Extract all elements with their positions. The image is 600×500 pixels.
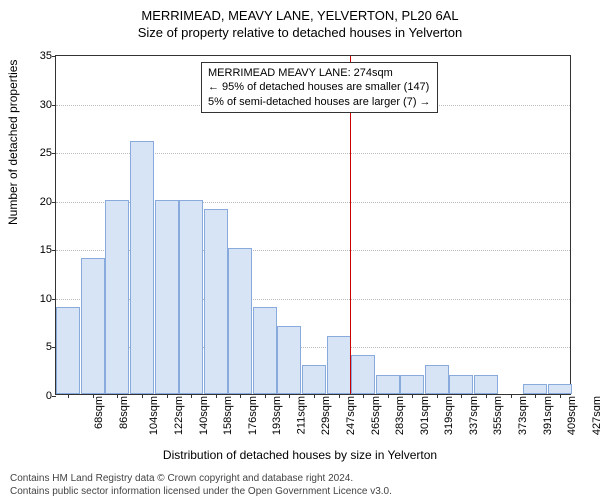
histogram-bar <box>548 384 572 394</box>
x-tick-label: 409sqm <box>566 396 578 435</box>
callout-box: MERRIMEAD MEAVY LANE: 274sqm← 95% of det… <box>201 62 438 113</box>
x-tick-label: 265sqm <box>370 396 382 435</box>
histogram-bar <box>351 355 375 394</box>
y-tick-mark <box>52 396 56 397</box>
callout-line: MERRIMEAD MEAVY LANE: 274sqm <box>208 66 431 80</box>
x-tick-mark <box>68 394 69 398</box>
x-tick-label: 211sqm <box>295 396 307 434</box>
histogram-bar <box>449 375 473 394</box>
x-tick-mark <box>388 394 389 398</box>
histogram-bar <box>400 375 424 394</box>
x-tick-mark <box>314 394 315 398</box>
x-tick-mark <box>535 394 536 398</box>
x-tick-label: 86sqm <box>118 396 130 429</box>
y-tick-label: 20 <box>28 196 52 208</box>
x-tick-label: 283sqm <box>394 396 406 435</box>
x-tick-mark <box>240 394 241 398</box>
histogram-bar <box>105 200 129 394</box>
x-tick-mark <box>363 394 364 398</box>
x-tick-label: 427sqm <box>591 396 600 435</box>
histogram-bar <box>302 365 326 394</box>
histogram-bar <box>56 307 80 394</box>
histogram-bar <box>277 326 301 394</box>
x-tick-label: 247sqm <box>345 396 357 435</box>
x-tick-label: 158sqm <box>222 396 234 435</box>
page-subtitle: Size of property relative to detached ho… <box>0 23 600 40</box>
x-tick-mark <box>486 394 487 398</box>
callout-line: 5% of semi-detached houses are larger (7… <box>208 95 431 109</box>
x-tick-label: 176sqm <box>247 396 259 435</box>
x-tick-mark <box>289 394 290 398</box>
footer-attribution: Contains HM Land Registry data © Crown c… <box>10 472 590 498</box>
histogram-bar <box>327 336 351 394</box>
x-tick-mark <box>339 394 340 398</box>
histogram-bar <box>81 258 105 394</box>
footer-line-2: Contains public sector information licen… <box>10 485 590 498</box>
x-tick-mark <box>93 394 94 398</box>
x-tick-mark <box>265 394 266 398</box>
x-tick-mark <box>437 394 438 398</box>
histogram-bar <box>179 200 203 394</box>
y-tick-mark <box>52 202 56 203</box>
y-tick-label: 30 <box>28 99 52 111</box>
x-tick-label: 122sqm <box>173 396 185 435</box>
y-tick-label: 15 <box>28 244 52 256</box>
x-tick-mark <box>412 394 413 398</box>
x-tick-label: 193sqm <box>271 396 283 435</box>
x-tick-mark <box>461 394 462 398</box>
footer-line-1: Contains HM Land Registry data © Crown c… <box>10 472 590 485</box>
y-axis-label: Number of detached properties <box>6 60 20 225</box>
histogram-bar <box>204 209 228 394</box>
callout-line: ← 95% of detached houses are smaller (14… <box>208 80 431 94</box>
x-tick-label: 229sqm <box>321 396 333 435</box>
x-tick-label: 373sqm <box>517 396 529 435</box>
x-tick-label: 391sqm <box>542 396 554 435</box>
x-tick-label: 104sqm <box>149 396 161 435</box>
y-tick-label: 0 <box>28 390 52 402</box>
y-tick-mark <box>52 299 56 300</box>
histogram-bar <box>155 200 179 394</box>
x-tick-mark <box>216 394 217 398</box>
x-tick-mark <box>511 394 512 398</box>
histogram-bar <box>253 307 277 394</box>
page-title: MERRIMEAD, MEAVY LANE, YELVERTON, PL20 6… <box>0 0 600 23</box>
histogram-bar <box>376 375 400 394</box>
y-tick-label: 35 <box>28 50 52 62</box>
histogram-chart: 0510152025303568sqm86sqm104sqm122sqm140s… <box>55 55 571 395</box>
histogram-bar <box>474 375 498 394</box>
y-tick-mark <box>52 105 56 106</box>
x-tick-label: 319sqm <box>443 396 455 435</box>
histogram-bar <box>228 248 252 394</box>
x-tick-label: 301sqm <box>419 396 431 435</box>
x-tick-mark <box>167 394 168 398</box>
y-tick-mark <box>52 56 56 57</box>
x-tick-label: 355sqm <box>493 396 505 435</box>
x-tick-label: 140sqm <box>198 396 210 435</box>
histogram-bar <box>425 365 449 394</box>
x-tick-mark <box>117 394 118 398</box>
x-tick-mark <box>142 394 143 398</box>
x-axis-label: Distribution of detached houses by size … <box>0 448 600 462</box>
y-tick-label: 10 <box>28 293 52 305</box>
x-tick-label: 68sqm <box>93 396 105 429</box>
histogram-bar <box>523 384 547 394</box>
y-tick-label: 5 <box>28 341 52 353</box>
x-tick-mark <box>560 394 561 398</box>
x-tick-label: 337sqm <box>468 396 480 435</box>
y-tick-label: 25 <box>28 147 52 159</box>
y-tick-mark <box>52 153 56 154</box>
y-tick-mark <box>52 250 56 251</box>
histogram-bar <box>130 141 154 394</box>
x-tick-mark <box>191 394 192 398</box>
